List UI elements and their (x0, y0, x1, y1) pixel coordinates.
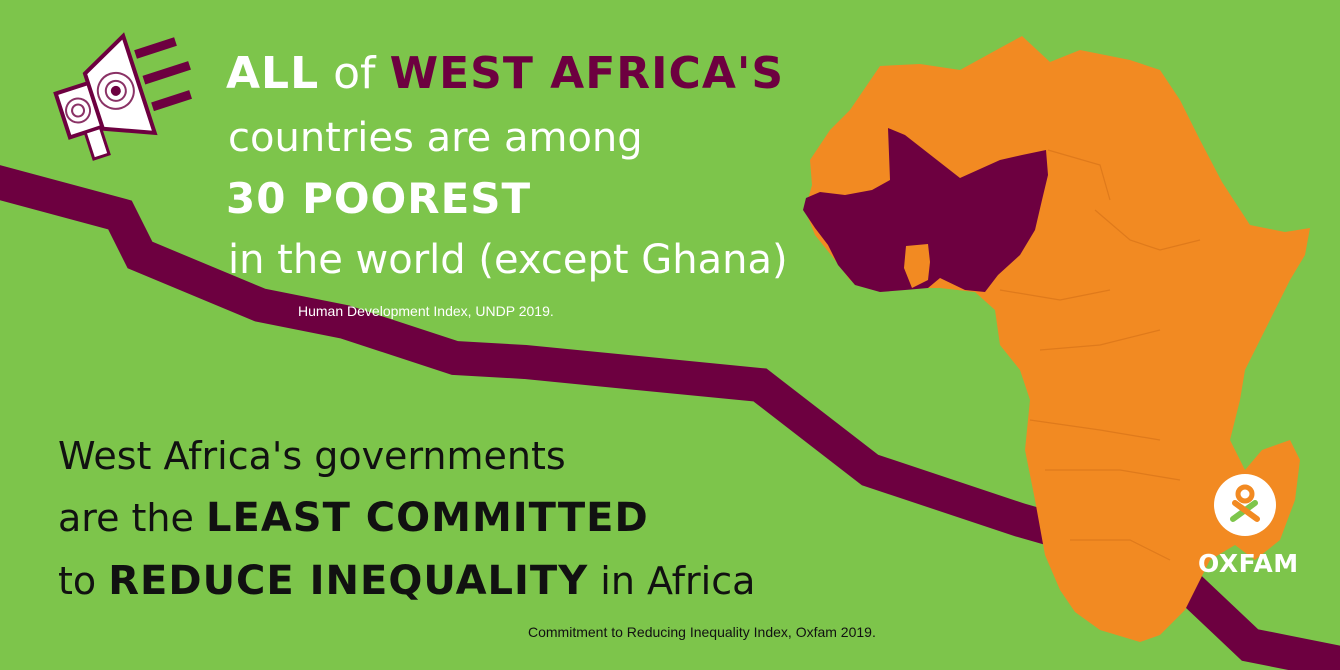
word-west-africas: WEST AFRICA'S (389, 48, 785, 99)
word-all: ALL (226, 48, 320, 99)
ghana-region (904, 244, 930, 288)
oxfam-logo-text: OXFAM (1198, 549, 1299, 578)
west-africa-region (803, 128, 1048, 292)
word-countries: countries (228, 115, 414, 161)
headline-top-line4: in the world (except Ghana) (228, 237, 788, 283)
word-reduce-inequality: REDUCE INEQUALITY (108, 558, 589, 604)
headline-bottom-line1: West Africa's governments (58, 434, 566, 478)
headline-top-line1: ALL of WEST AFRICA'S (226, 52, 784, 96)
headline-top-line2: countries are among (228, 118, 643, 158)
source-top: Human Development Index, UNDP 2019. (298, 303, 554, 319)
headline-top-line3: 30 POOREST (226, 174, 532, 223)
word-are-the: are the (58, 496, 194, 540)
headline-bottom-line2: are the LEAST COMMITTED (58, 498, 649, 538)
megaphone-icon (53, 32, 192, 161)
word-least-committed: LEAST COMMITTED (206, 495, 649, 541)
headline-bottom-line3: to REDUCE INEQUALITY in Africa (58, 561, 755, 601)
word-of: of (333, 48, 376, 99)
word-to: to (58, 559, 97, 603)
word-are-among: are among (426, 115, 643, 161)
word-in-africa: in Africa (600, 559, 756, 603)
source-bottom: Commitment to Reducing Inequality Index,… (528, 624, 876, 640)
